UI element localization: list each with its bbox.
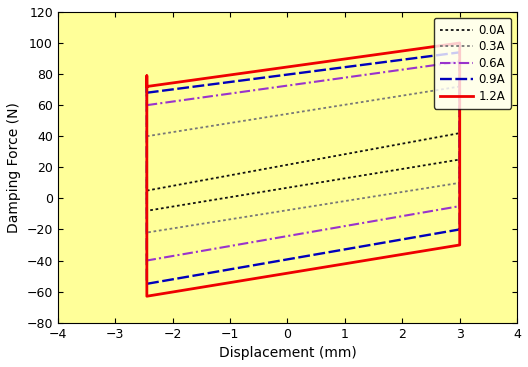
0.3A bbox=[144, 134, 150, 138]
Legend: 0.0A, 0.3A, 0.6A, 0.9A, 1.2A: 0.0A, 0.3A, 0.6A, 0.9A, 1.2A bbox=[433, 18, 511, 109]
0.9A bbox=[229, 267, 235, 271]
1.2A bbox=[144, 84, 150, 89]
X-axis label: Displacement (mm): Displacement (mm) bbox=[219, 346, 356, 360]
Line: 0.0A: 0.0A bbox=[147, 133, 460, 211]
1.2A bbox=[330, 58, 336, 63]
0.3A bbox=[314, 107, 320, 112]
0.0A bbox=[144, 188, 150, 193]
0.6A bbox=[144, 103, 150, 108]
0.0A bbox=[383, 169, 390, 174]
0.9A bbox=[457, 50, 463, 55]
0.9A bbox=[341, 247, 347, 252]
Line: 1.2A: 1.2A bbox=[147, 43, 460, 296]
1.2A bbox=[341, 262, 347, 266]
0.9A bbox=[144, 281, 150, 286]
Line: 0.3A: 0.3A bbox=[147, 87, 460, 233]
0.6A bbox=[341, 224, 347, 228]
0.6A bbox=[144, 103, 150, 108]
0.3A bbox=[457, 84, 463, 89]
0.3A bbox=[330, 104, 336, 109]
Y-axis label: Damping Force (N): Damping Force (N) bbox=[7, 102, 21, 233]
0.0A bbox=[457, 131, 463, 135]
0.0A bbox=[144, 208, 150, 213]
1.2A bbox=[383, 255, 390, 259]
0.0A bbox=[330, 154, 336, 159]
Line: 0.6A: 0.6A bbox=[147, 62, 460, 261]
0.9A bbox=[330, 66, 336, 71]
0.0A bbox=[341, 176, 347, 181]
1.2A bbox=[457, 41, 463, 45]
0.6A bbox=[144, 258, 150, 263]
1.2A bbox=[144, 84, 150, 89]
0.6A bbox=[144, 248, 150, 253]
0.9A bbox=[314, 69, 320, 73]
Line: 0.9A: 0.9A bbox=[147, 52, 460, 284]
0.3A bbox=[144, 134, 150, 138]
1.2A bbox=[144, 280, 150, 285]
1.2A bbox=[314, 61, 320, 65]
1.2A bbox=[229, 280, 235, 284]
0.3A bbox=[341, 199, 347, 203]
0.0A bbox=[144, 188, 150, 193]
0.9A bbox=[383, 240, 390, 244]
0.3A bbox=[144, 224, 150, 229]
1.2A bbox=[144, 294, 150, 298]
0.6A bbox=[457, 59, 463, 64]
0.6A bbox=[383, 217, 390, 221]
0.3A bbox=[229, 217, 235, 221]
0.0A bbox=[229, 195, 235, 199]
0.3A bbox=[144, 230, 150, 235]
0.9A bbox=[144, 91, 150, 95]
0.0A bbox=[144, 207, 150, 212]
0.9A bbox=[144, 269, 150, 274]
0.6A bbox=[330, 77, 336, 81]
0.9A bbox=[144, 91, 150, 95]
0.6A bbox=[314, 79, 320, 84]
0.0A bbox=[314, 157, 320, 161]
0.6A bbox=[229, 244, 235, 248]
0.3A bbox=[383, 192, 390, 197]
